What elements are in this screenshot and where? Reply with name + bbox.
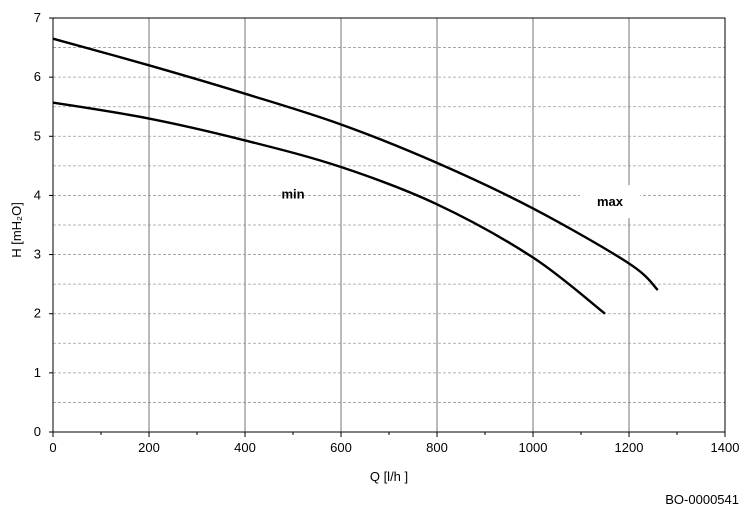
major-gridlines <box>53 18 725 432</box>
y-tick-label: 1 <box>34 365 41 380</box>
y-axis-ticks: 0 1 2 3 4 5 6 7 <box>34 10 53 439</box>
x-tick-label: 1000 <box>519 440 548 455</box>
y-tick-label: 4 <box>34 187 41 202</box>
y-tick-label: 0 <box>34 424 41 439</box>
y-tick-label: 2 <box>34 306 41 321</box>
curve-labels: max min <box>281 185 640 219</box>
curve-label-max: max <box>597 194 624 209</box>
x-tick-label: 1400 <box>711 440 740 455</box>
figure-id-label: BO-0000541 <box>665 492 739 507</box>
x-axis-title: Q [l/h ] <box>370 469 408 484</box>
curve-label-background <box>580 185 640 219</box>
x-axis-ticks: 0 200 400 600 800 1000 1200 1400 <box>49 432 739 455</box>
curve-min <box>52 101 606 315</box>
curves <box>52 37 659 315</box>
y-tick-label: 7 <box>34 10 41 25</box>
x-tick-label: 1200 <box>615 440 644 455</box>
y-tick-label: 3 <box>34 247 41 262</box>
y-tick-label: 5 <box>34 128 41 143</box>
y-axis-title: H [mH₂O] <box>9 202 24 258</box>
x-tick-label: 800 <box>426 440 448 455</box>
y-axis-title-text: H [mH₂O] <box>9 202 24 258</box>
x-tick-label: 200 <box>138 440 160 455</box>
curve-max <box>52 37 659 291</box>
minor-gridlines <box>53 47 725 403</box>
x-tick-label: 0 <box>49 440 56 455</box>
y-tick-label: 6 <box>34 69 41 84</box>
x-tick-label: 400 <box>234 440 256 455</box>
x-tick-label: 600 <box>330 440 352 455</box>
curve-label-min: min <box>281 186 304 201</box>
